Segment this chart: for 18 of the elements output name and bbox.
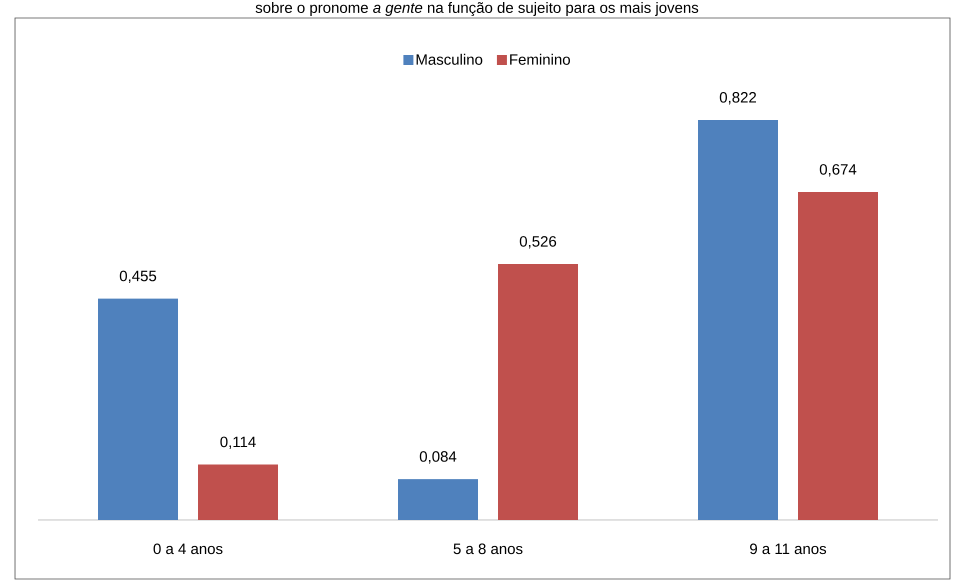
bar [398, 479, 478, 520]
data-label: 0,674 [820, 164, 856, 176]
bar [798, 192, 878, 520]
bar [498, 264, 578, 520]
x-tick-label: 5 a 8 anos [454, 544, 522, 554]
data-label: 0,084 [420, 451, 456, 464]
x-tick-label: 9 a 11 anos [750, 544, 826, 554]
data-label: 0,822 [720, 92, 756, 104]
legend-label: Masculino [416, 54, 482, 65]
bar [698, 120, 778, 520]
data-label: 0,526 [520, 236, 556, 248]
legend-label: Feminino [510, 54, 570, 65]
x-tick-label: 0 a 4 anos [154, 544, 222, 554]
bar [198, 464, 278, 520]
chart-title: sobre o pronome a gente na função de sujeito para os mais jovens [256, 2, 698, 16]
data-label: 0,114 [220, 436, 256, 449]
bar [98, 298, 178, 520]
data-label: 0,455 [120, 270, 156, 284]
